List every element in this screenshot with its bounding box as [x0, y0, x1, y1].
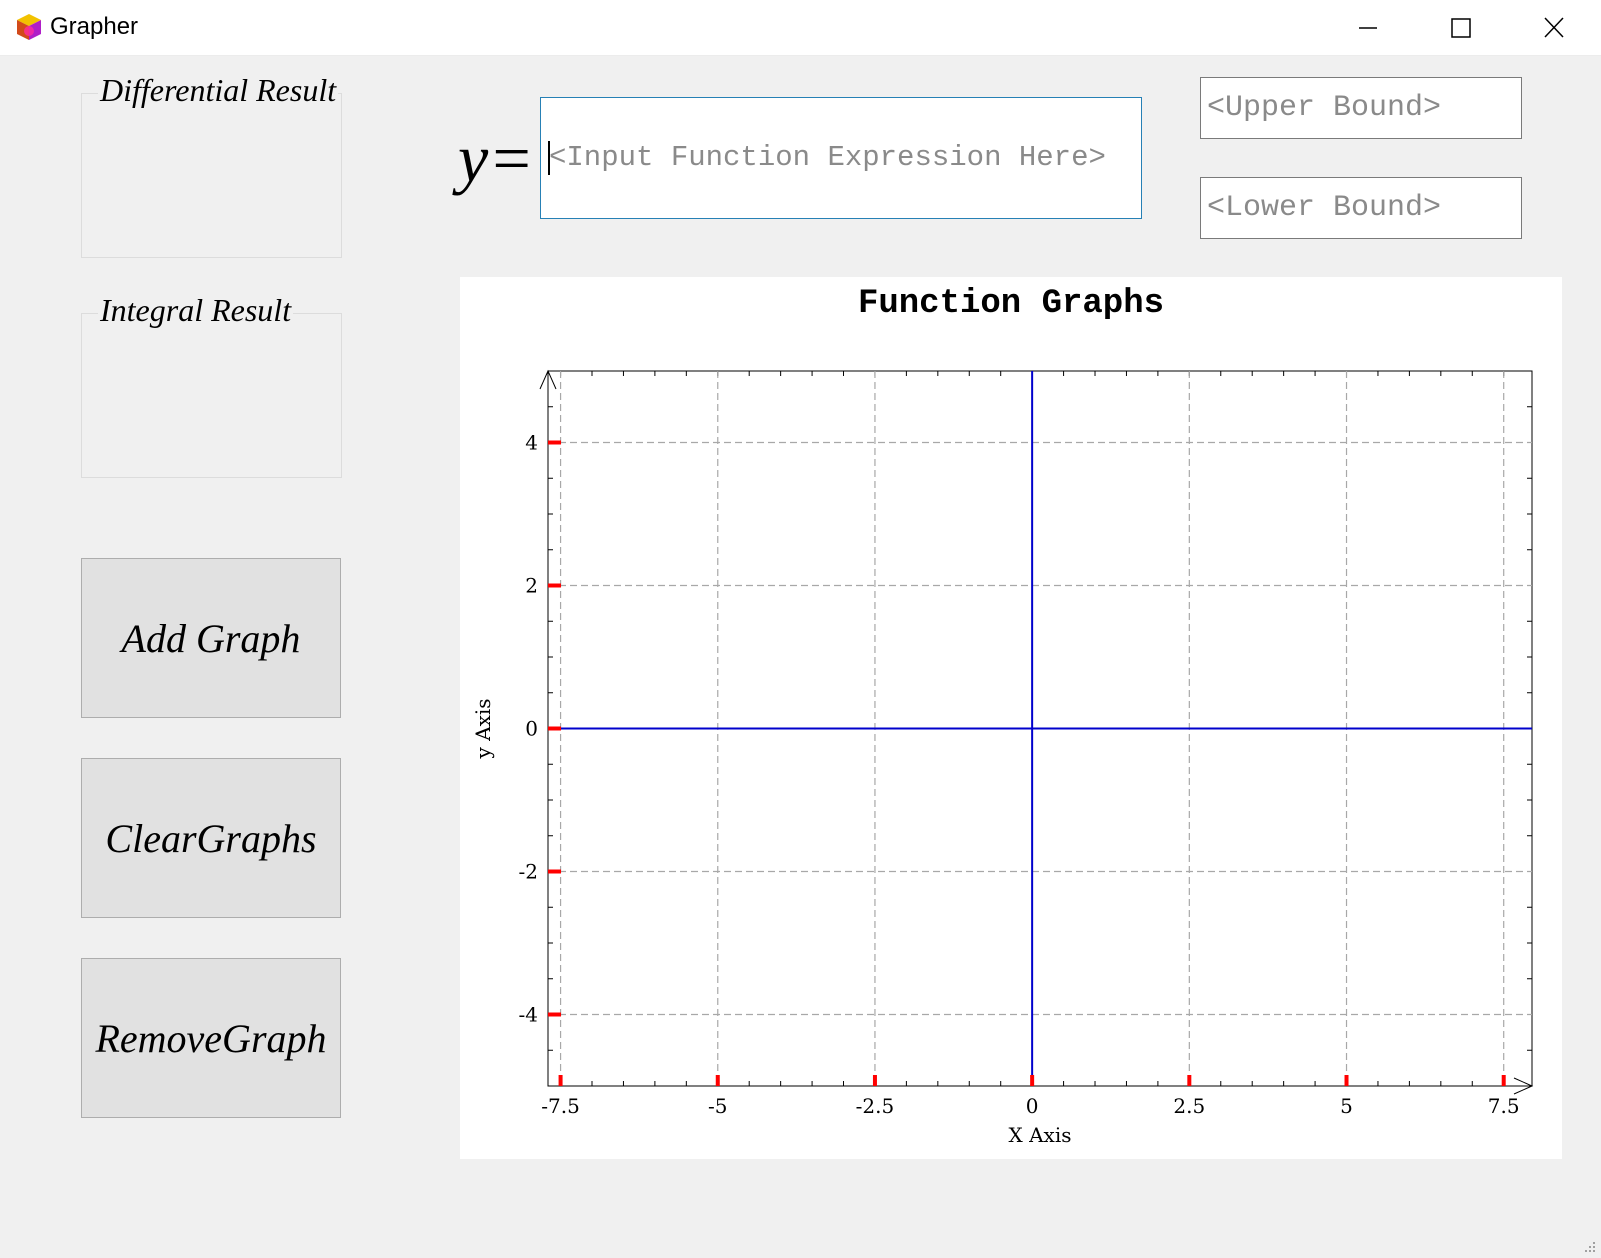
clear-graphs-button[interactable]: ClearGraphs — [81, 758, 341, 918]
cube-app-icon — [17, 14, 41, 40]
y-tick-label: -4 — [519, 1003, 538, 1027]
y-axis-arrow-icon — [539, 369, 557, 390]
upper-bound-input[interactable]: <Upper Bound> — [1200, 77, 1522, 139]
y-axis-label: y Axis — [471, 698, 495, 759]
chart-title: Function Graphs — [857, 285, 1165, 323]
x-tick-label: 5 — [1340, 1094, 1353, 1118]
x-axis-label: X Axis — [1009, 1123, 1072, 1147]
y-equals-label: y= — [458, 120, 535, 196]
function-graph-panel: Function Graphs -7.5 -5 -2.5 0 2.5 5 7.5 4 2 0 -2-… — [460, 277, 1562, 1159]
function-expression-input[interactable]: <Input Function Expression Here> — [540, 97, 1142, 219]
text-caret — [548, 141, 550, 175]
x-tick-label: -7.5 — [541, 1094, 580, 1118]
differential-result-label: Differential Result — [98, 72, 339, 109]
function-graph-plot: -7.5 -5 -2.5 0 2.5 5 7.5 4 2 0 -2 -4 X Axis y Axis — [471, 369, 1534, 1147]
add-graph-button[interactable]: Add Graph — [81, 558, 341, 718]
maximize-icon — [1451, 18, 1471, 38]
x-tick-label: 0 — [1026, 1094, 1039, 1118]
lower-bound-placeholder: <Lower Bound> — [1207, 191, 1442, 225]
integral-result-box — [81, 313, 342, 478]
resize-grip-icon[interactable] — [1583, 1240, 1597, 1254]
x-axis-arrow-icon — [1513, 1077, 1534, 1095]
maximize-button[interactable] — [1414, 0, 1504, 56]
x-tick-label: -5 — [708, 1094, 727, 1118]
y-tick-label: 0 — [525, 717, 538, 741]
function-expression-placeholder: <Input Function Expression Here> — [549, 141, 1106, 174]
lower-bound-input[interactable]: <Lower Bound> — [1200, 177, 1522, 239]
x-tick-label: 2.5 — [1173, 1094, 1205, 1118]
x-tick-label: 7.5 — [1488, 1094, 1520, 1118]
remove-graph-button[interactable]: RemoveGraph — [81, 958, 341, 1118]
differential-result-box — [81, 93, 342, 258]
upper-bound-placeholder: <Upper Bound> — [1207, 91, 1442, 125]
minimize-button[interactable] — [1322, 0, 1412, 56]
y-tick-label: -2 — [519, 860, 538, 884]
minimize-icon — [1359, 27, 1377, 29]
close-icon — [1544, 17, 1564, 38]
close-button[interactable] — [1508, 0, 1598, 56]
y-tick-label: 4 — [525, 431, 538, 455]
window-title: Grapher — [50, 13, 139, 40]
x-tick-label: -2.5 — [856, 1094, 895, 1118]
title-bar: Grapher — [0, 0, 1601, 56]
integral-result-label: Integral Result — [98, 292, 294, 329]
y-tick-label: 2 — [525, 574, 538, 598]
